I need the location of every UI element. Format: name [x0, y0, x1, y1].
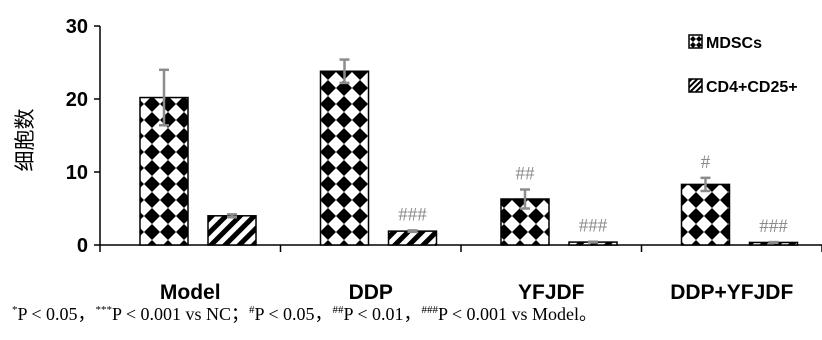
legend-swatch — [688, 34, 703, 49]
significance-label: ### — [579, 216, 608, 237]
legend: MDSCs CD4+CD25+ — [688, 34, 798, 96]
footnote-sup: # — [249, 304, 255, 316]
significance-label: ## — [516, 164, 536, 185]
y-tick-label: 30 — [66, 16, 88, 38]
bar — [319, 70, 370, 246]
y-axis-label: 细胞数 — [13, 109, 37, 172]
footnote-sup: ## — [332, 304, 344, 316]
significance-label: ### — [398, 204, 427, 225]
bar — [207, 215, 257, 246]
footnote-text: P < 0.001 vs Model。 — [438, 304, 598, 324]
annotations: ############ — [398, 152, 788, 237]
x-tick-label: DDP+YFJDF — [670, 281, 793, 300]
footnote-text: P < 0.01， — [343, 304, 422, 324]
y-tick-label: 0 — [77, 235, 88, 257]
legend-label: MDSCs — [706, 35, 762, 52]
footnote-sup: *** — [95, 304, 113, 316]
legend-label: CD4+CD25+ — [706, 79, 798, 96]
x-tick-label: Model — [160, 281, 221, 300]
error-bars — [159, 58, 779, 245]
footnote-text: P < 0.05， — [254, 304, 333, 324]
legend-swatch — [688, 78, 703, 93]
bars — [139, 70, 799, 246]
y-tick-label: 10 — [66, 162, 88, 184]
footnote-sup: * — [12, 304, 18, 316]
footnote-sup: ### — [421, 304, 439, 316]
x-tick-label: DDP — [349, 281, 393, 300]
footnote-text: P < 0.05， — [17, 304, 96, 324]
footnote-text: P < 0.001 vs NC； — [112, 304, 250, 324]
footnote: *P < 0.05，***P < 0.001 vs NC；#P < 0.05，#… — [12, 300, 812, 326]
significance-label: ### — [759, 216, 788, 237]
bar — [387, 230, 438, 246]
significance-label: # — [701, 152, 711, 173]
bar — [680, 183, 731, 246]
y-tick-label: 20 — [66, 89, 88, 111]
x-tick-label: YFJDF — [518, 281, 585, 300]
